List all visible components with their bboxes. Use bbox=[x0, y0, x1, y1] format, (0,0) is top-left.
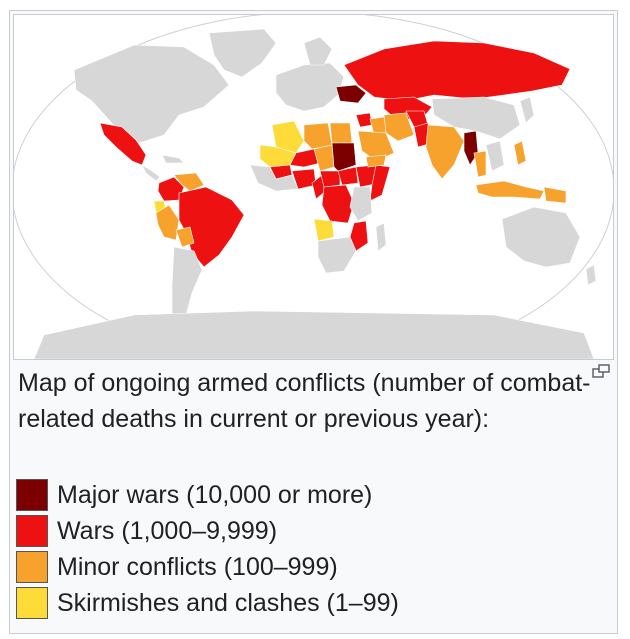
legend-item-minor-conflicts: Minor conflicts (100–999) bbox=[16, 549, 399, 585]
algeria-shape bbox=[271, 120, 305, 154]
indonesia-shape bbox=[475, 180, 545, 200]
yemen-shape bbox=[365, 154, 387, 168]
legend-label: Minor conflicts (100–999) bbox=[57, 552, 338, 581]
legend-label: Major wars (10,000 or more) bbox=[57, 480, 373, 509]
conflict-map[interactable] bbox=[13, 14, 614, 360]
south-sudan-shape bbox=[337, 166, 359, 186]
australia-shape bbox=[501, 206, 581, 268]
legend-label: Skirmishes and clashes (1–99) bbox=[57, 588, 399, 617]
iran-shape bbox=[383, 112, 415, 142]
north-america-shape bbox=[73, 44, 230, 144]
new-zealand-shape bbox=[585, 264, 597, 286]
peru-shape bbox=[155, 204, 180, 241]
thailand-shape bbox=[473, 150, 487, 178]
libya-shape bbox=[303, 122, 333, 150]
china-mongolia-shape bbox=[431, 96, 521, 140]
map-caption: Map of ongoing armed conflicts (number o… bbox=[18, 369, 591, 433]
enlarge-icon[interactable] bbox=[592, 364, 610, 378]
scandinavia-shape bbox=[303, 36, 333, 66]
mozambique-shape bbox=[349, 220, 369, 252]
legend-swatch bbox=[16, 515, 48, 547]
car-shape bbox=[319, 170, 341, 188]
legend-item-major-wars: Major wars (10,000 or more) bbox=[16, 477, 399, 513]
world-map-svg bbox=[14, 15, 613, 359]
central-america-shape bbox=[141, 164, 161, 182]
egypt-shape bbox=[329, 122, 353, 144]
legend-swatch bbox=[16, 479, 48, 511]
somalia-shape bbox=[369, 164, 391, 202]
west-africa-coast-shape bbox=[249, 164, 299, 192]
niger-shape bbox=[289, 148, 321, 168]
russia-shape bbox=[343, 40, 571, 102]
madagascar-shape bbox=[375, 222, 387, 252]
legend-item-wars: Wars (1,000–9,999) bbox=[16, 513, 399, 549]
east-africa-shape bbox=[349, 186, 373, 222]
indochina-shape bbox=[485, 140, 505, 172]
legend-swatch bbox=[16, 587, 48, 619]
legend: Major wars (10,000 or more) Wars (1,000–… bbox=[16, 477, 399, 621]
philippines-shape bbox=[513, 140, 527, 166]
drc-shape bbox=[321, 184, 355, 224]
sudan-shape bbox=[331, 142, 357, 172]
caribbean-shape bbox=[161, 154, 185, 164]
india-shape bbox=[425, 124, 465, 180]
legend-item-skirmishes: Skirmishes and clashes (1–99) bbox=[16, 585, 399, 621]
legend-swatch bbox=[16, 551, 48, 583]
ukraine-shape bbox=[335, 84, 367, 104]
venezuela-shape bbox=[173, 172, 205, 192]
bolivia-shape bbox=[175, 226, 195, 248]
japan-korea-shape bbox=[519, 96, 535, 124]
map-infobox: Map of ongoing armed conflicts (number o… bbox=[9, 10, 618, 634]
legend-label: Wars (1,000–9,999) bbox=[57, 516, 278, 545]
angola-shape bbox=[313, 218, 335, 242]
antarctica-shape bbox=[33, 310, 595, 359]
southern-africa-shape bbox=[317, 236, 357, 274]
greenland-shape bbox=[208, 28, 277, 78]
png-shape bbox=[543, 186, 567, 204]
